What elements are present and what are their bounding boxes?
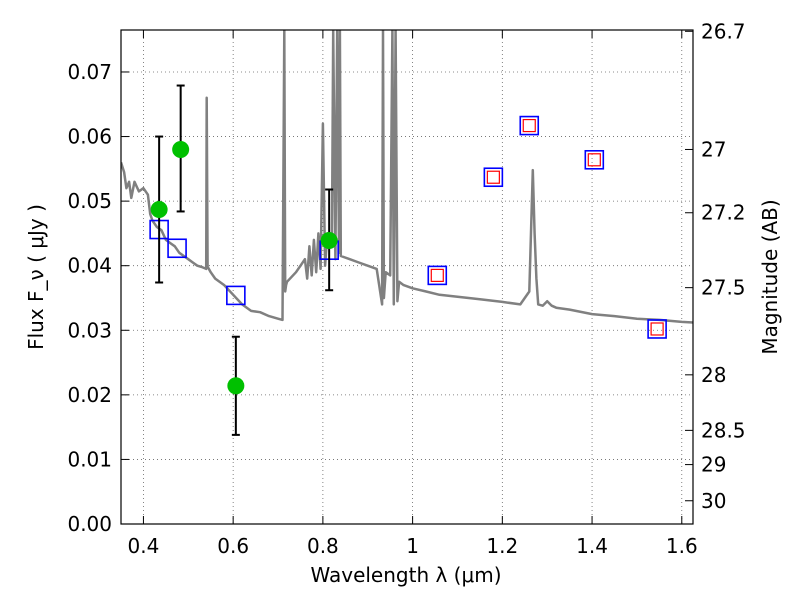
x-tick-label: 0.8	[307, 534, 339, 558]
x-tick-label: 1.6	[666, 534, 698, 558]
ir-square-marker	[650, 322, 664, 336]
observed-point	[172, 140, 190, 158]
observed-point	[320, 232, 338, 250]
y-axis-label: Flux F_ν ( μJy )	[24, 204, 48, 350]
magnitude-tick-label: 29	[701, 453, 726, 477]
y-tick-label: 0.04	[67, 254, 112, 278]
model-square-marker	[647, 319, 667, 339]
observed-point	[150, 201, 168, 219]
magnitude-tick-label: 26.7	[701, 19, 746, 43]
y-tick-label: 0.07	[67, 60, 112, 84]
magnitude-tick-label: 27.2	[701, 201, 746, 225]
y-tick-label: 0.06	[67, 125, 112, 149]
model-square-marker	[427, 265, 448, 286]
magnitude-tick-label: 27	[701, 137, 726, 161]
x-tick-label: 1.4	[576, 534, 608, 558]
x-tick-label: 1.2	[486, 534, 518, 558]
y-tick-label: 0.03	[67, 318, 112, 342]
magnitude-axis-label: Magnitude (AB)	[758, 199, 782, 354]
x-tick-label: 1	[406, 534, 419, 558]
model-square-marker	[167, 238, 187, 259]
x-tick-label: 0.6	[217, 534, 249, 558]
sed-model-line	[121, 30, 693, 324]
magnitude-tick-label: 30	[701, 489, 726, 513]
model-square-marker	[584, 149, 605, 170]
model-square-marker	[519, 115, 540, 136]
magnitude-tick-label: 28.5	[701, 418, 746, 442]
y-tick-label: 0.00	[67, 512, 112, 536]
ir-square-marker	[486, 170, 500, 184]
plot-area	[121, 30, 693, 436]
ir-square-marker	[587, 153, 601, 167]
series-group	[121, 30, 693, 436]
magnitude-tick-label: 27.5	[701, 276, 746, 300]
magnitude-tick-label: 28	[701, 363, 726, 387]
plot-frame	[120, 29, 694, 525]
x-tick-label: 0.4	[128, 534, 160, 558]
model-square-marker	[226, 285, 246, 306]
axis-labels: Wavelength λ (μm) Flux F_ν ( μJy ) Magni…	[24, 199, 782, 587]
x-axis-label: Wavelength λ (μm)	[310, 563, 501, 587]
ir-square-marker	[522, 118, 536, 133]
ir-square-marker	[430, 268, 444, 282]
observed-point	[227, 377, 245, 395]
y-tick-label: 0.02	[67, 383, 112, 407]
axes: 0.4 0.6 0.8 1 1.2 1.4 1.6 0.00 0.01 0.02 0.03 0.04 0…	[67, 19, 745, 558]
model-square-marker	[483, 167, 504, 188]
y-tick-label: 0.05	[67, 189, 112, 213]
y-tick-label: 0.01	[67, 447, 112, 471]
